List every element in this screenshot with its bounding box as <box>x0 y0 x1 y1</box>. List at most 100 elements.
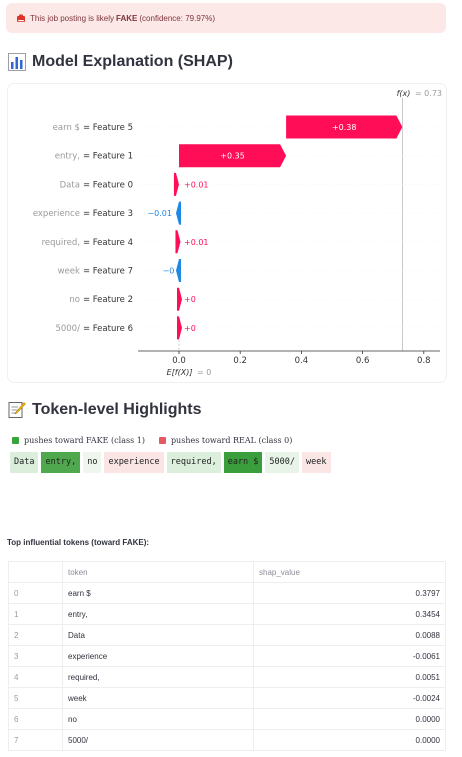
feature-name: = Feature 3 <box>83 209 133 219</box>
bar-chart-icon <box>8 53 26 71</box>
row-shap-value[interactable]: 0.3454 <box>253 603 446 625</box>
row-index: 4 <box>8 666 63 688</box>
feature-label: 5000/= Feature 6 <box>55 324 133 334</box>
table-title: Top influential tokens (toward FAKE): <box>7 538 150 547</box>
token-chip: week <box>302 452 331 473</box>
token-chip: Data <box>10 452 39 473</box>
token-chip: required, <box>166 452 221 473</box>
legend-real-swatch <box>158 437 166 444</box>
row-index: 1 <box>8 603 63 625</box>
row-shap-value[interactable]: 0.0051 <box>253 666 446 688</box>
row-token[interactable]: 5000/ <box>62 729 254 751</box>
shap-value-label: −0 <box>163 267 175 276</box>
shap-bar <box>176 201 181 225</box>
x-tick-label: 0.0 <box>172 356 186 366</box>
x-tick-label: 0.6 <box>356 356 370 366</box>
token-chip: 5000/ <box>265 452 300 473</box>
shap-bar <box>286 115 403 139</box>
x-tick-label: 0.8 <box>417 356 431 366</box>
fx-label: f(x) = 0.73 <box>397 89 442 98</box>
feature-label: no = Feature 2 <box>69 295 133 305</box>
legend-real-label: pushes toward REAL (class 0) <box>170 436 293 445</box>
token-highlights: Data entry, no experience required, earn… <box>10 452 331 473</box>
row-index: 7 <box>8 729 63 751</box>
row-shap-value[interactable]: -0.0024 <box>253 687 446 709</box>
row-token[interactable]: week <box>62 687 254 709</box>
shap-bar <box>176 259 181 282</box>
feature-label: required, = Feature 4 <box>42 238 133 248</box>
row-shap-value[interactable]: 0.3797 <box>253 582 446 604</box>
row-index: 0 <box>8 582 63 604</box>
shap-value-label: +0.01 <box>184 238 209 247</box>
shap-value-label: −0.01 <box>147 209 172 218</box>
row-token[interactable]: no <box>62 708 254 730</box>
row-token[interactable]: experience <box>62 645 254 667</box>
alert-prefix: This job posting is likely <box>30 13 115 23</box>
alert-verdict: FAKE <box>116 13 138 23</box>
legend-fake: pushes toward FAKE (class 1) <box>12 436 145 445</box>
feature-label: week = Feature 7 <box>58 267 133 277</box>
shap-value-label: +0.38 <box>332 123 357 132</box>
shap-title-text: Model Explanation (SHAP) <box>32 53 233 70</box>
feature-value: Data <box>60 180 80 190</box>
feature-label: experience = Feature 3 <box>33 209 133 219</box>
shap-bar <box>177 316 182 340</box>
prediction-alert: This job posting is likely FAKE (confide… <box>6 3 446 33</box>
table-row: 1 entry, 0.3454 <box>8 603 446 625</box>
feature-value: entry, <box>55 152 80 162</box>
shap-waterfall-chart: earn $ = Feature 5 +0.38 entry, = Feature 1 +… <box>33 89 442 377</box>
base-name: E[f(X)] <box>167 368 193 377</box>
shap-value-label: +0.35 <box>220 152 245 161</box>
feature-value: 5000/ <box>55 324 80 334</box>
shap-bar <box>179 144 287 168</box>
table-header-row: token shap_value <box>8 561 446 583</box>
shap-chart-card: earn $ = Feature 5 +0.38 entry, = Feature 1 +… <box>8 84 446 382</box>
token-chip: earn $ <box>223 452 263 473</box>
memo-icon <box>8 402 26 418</box>
shap-value-label: +0.01 <box>184 180 209 189</box>
feature-value: no <box>69 295 80 305</box>
row-shap-value[interactable]: 0.0000 <box>253 708 446 730</box>
legend-fake-swatch <box>12 437 19 444</box>
fx-value: = 0.73 <box>415 89 442 98</box>
x-tick-label: 0.4 <box>295 356 309 366</box>
row-index: 6 <box>8 708 63 730</box>
row-token[interactable]: earn $ <box>62 582 254 604</box>
feature-name: = Feature 2 <box>83 295 133 305</box>
legend-fake-label: pushes toward FAKE (class 1) <box>24 436 145 445</box>
token-column-header[interactable]: token <box>62 561 254 583</box>
feature-value: week <box>58 267 80 277</box>
row-shap-value[interactable]: 0.0088 <box>253 624 446 646</box>
feature-name: = Feature 6 <box>83 324 133 334</box>
feature-name: = Feature 4 <box>83 238 133 248</box>
shap-bar <box>173 172 179 196</box>
feature-label: Data = Feature 0 <box>60 180 133 190</box>
feature-value: experience <box>33 209 80 219</box>
influential-tokens-table[interactable]: token shap_value 0 earn $0.3797 1 entry, 0.… <box>8 561 446 751</box>
row-shap-value[interactable]: 0.0000 <box>253 729 446 751</box>
token-title-text: Token-level Highlights <box>32 401 202 418</box>
shap-value-label: +0 <box>184 324 196 333</box>
row-token[interactable]: Data <box>62 624 254 646</box>
token-chip: entry, <box>41 452 81 473</box>
table-row: 4 required, 0.0051 <box>8 666 446 688</box>
base-value: = 0 <box>197 368 211 377</box>
token-section-title: Token-level Highlights <box>8 401 202 419</box>
base-label: E[f(X)] = 0 <box>167 368 212 377</box>
table-row: 5 week -0.0024 <box>8 687 446 709</box>
token-chip: experience <box>104 452 164 473</box>
fx-name: f(x) <box>397 89 411 98</box>
shap-bar <box>177 287 182 311</box>
feature-label: earn $ = Feature 5 <box>53 123 133 133</box>
x-tick-label: 0.2 <box>233 356 247 366</box>
feature-label: entry, = Feature 1 <box>55 152 133 162</box>
warning-icon <box>17 14 25 22</box>
row-shap-value[interactable]: -0.0061 <box>253 645 446 667</box>
shap-bar <box>175 230 181 254</box>
shap-value-column-header[interactable]: shap_value <box>253 561 446 583</box>
row-token[interactable]: required, <box>62 666 254 688</box>
table-row: 7 5000/0.0000 <box>8 729 446 751</box>
table-row: 0 earn $0.3797 <box>8 582 446 604</box>
row-index: 2 <box>8 624 63 646</box>
row-token[interactable]: entry, <box>62 603 254 625</box>
